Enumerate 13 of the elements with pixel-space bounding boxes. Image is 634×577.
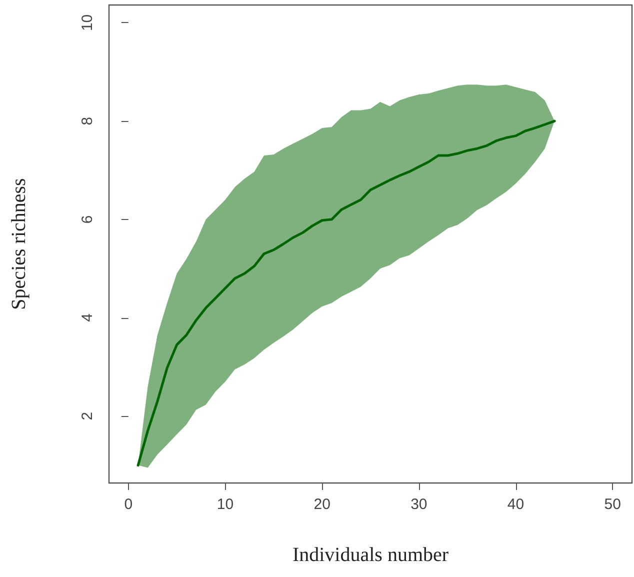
y-tick-label: 4 [79,314,96,322]
y-tick-label: 8 [79,116,96,126]
x-tick-label: 20 [314,496,330,513]
y-tick-label: 6 [79,215,96,224]
x-tick-label: 10 [216,496,234,513]
x-tick-label: 40 [507,496,524,513]
x-tick-label: 50 [604,496,621,513]
y-tick-label: 10 [79,14,96,32]
x-tick-label: 0 [124,496,133,513]
y-tick-label: 2 [79,412,96,420]
x-axis-title: Individuals number [292,544,449,566]
y-axis-title: Species richness [8,178,30,310]
x-tick-label: 30 [410,496,428,513]
